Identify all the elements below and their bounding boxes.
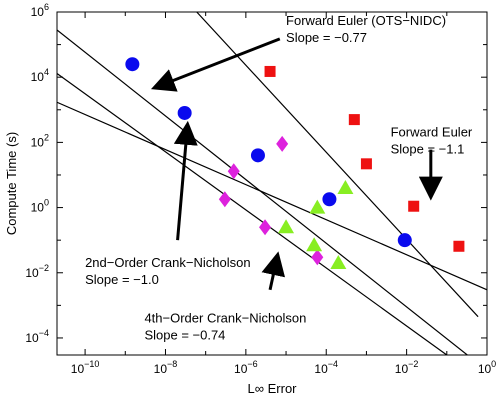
square-point bbox=[453, 240, 465, 252]
y-tick-label: 106 bbox=[31, 2, 49, 19]
annotation-2: Forward Euler Slope = −1.1 bbox=[391, 125, 473, 157]
x-axis-label: L∞ Error bbox=[248, 381, 298, 396]
fit-line-1 bbox=[57, 29, 469, 355]
annotation-line: 4th−Order Crank−Nicholson bbox=[144, 310, 306, 325]
annotation-arrow-1 bbox=[150, 37, 281, 92]
diamond-point bbox=[276, 135, 289, 152]
diamond-point bbox=[311, 249, 324, 266]
annotation-line: 2nd−Order Crank−Nicholson bbox=[85, 255, 250, 270]
y-axis-label: Compute Time (s) bbox=[4, 132, 19, 235]
square-point bbox=[408, 200, 420, 212]
y-tick-label: 10−2 bbox=[25, 263, 49, 280]
y-tick-label: 10−4 bbox=[25, 328, 49, 345]
circle-point bbox=[397, 233, 412, 248]
square-point bbox=[264, 65, 276, 77]
annotation-arrows bbox=[150, 37, 443, 291]
annotation-4: 4th−Order Crank−Nicholson Slope = −0.74 bbox=[144, 310, 306, 342]
y-tick-label: 104 bbox=[31, 67, 49, 84]
x-tick-label: 100 bbox=[478, 359, 496, 376]
fit-line-3 bbox=[57, 72, 448, 355]
y-tick-label: 100 bbox=[31, 198, 49, 215]
x-tick-label: 10−6 bbox=[234, 359, 258, 376]
triangle-point bbox=[337, 179, 354, 194]
annotation-line: Slope = −0.74 bbox=[144, 327, 225, 342]
y-tick-label: 102 bbox=[31, 132, 49, 149]
plot-frame bbox=[56, 11, 488, 356]
triangle-point bbox=[278, 219, 295, 234]
axis-ticks: 10−10 10−8 10−6 10−4 10−2 100 10−4 10−2 100 102 10… bbox=[25, 2, 496, 376]
x-tick-label: 10−10 bbox=[71, 359, 100, 376]
annotation-line: Slope = −1.0 bbox=[85, 272, 159, 287]
x-tick-label: 10−8 bbox=[154, 359, 178, 376]
circle-point bbox=[322, 192, 337, 207]
annotation-line: Forward Euler (OTS−NIDC) bbox=[286, 13, 446, 28]
square-point bbox=[360, 158, 372, 170]
annotation-1: Forward Euler (OTS−NIDC) Slope = −0.77 bbox=[286, 13, 446, 45]
annotation-line: Forward Euler bbox=[391, 125, 473, 140]
diamond-point bbox=[227, 163, 240, 180]
annotation-3: 2nd−Order Crank−Nicholson Slope = −1.0 bbox=[85, 255, 250, 287]
annotation-line: Slope = −0.77 bbox=[286, 30, 367, 45]
circle-point bbox=[125, 57, 140, 72]
triangle-point bbox=[330, 254, 347, 269]
triangle-point bbox=[306, 237, 323, 252]
fit-lines bbox=[57, 12, 487, 355]
fit-line-2 bbox=[196, 12, 479, 318]
annotation-arrow-3 bbox=[173, 120, 198, 241]
circle-point bbox=[177, 105, 192, 120]
annotations: Forward Euler (OTS−NIDC) Slope = −0.77For… bbox=[85, 13, 473, 342]
fit-line-4 bbox=[57, 101, 487, 291]
triangle-point bbox=[309, 199, 326, 214]
annotation-arrow-4 bbox=[261, 251, 286, 291]
annotation-line: Slope = −1.1 bbox=[391, 142, 465, 157]
diamond-point bbox=[259, 219, 272, 236]
square-point bbox=[348, 114, 360, 126]
circle-point bbox=[250, 148, 265, 163]
x-tick-label: 10−2 bbox=[395, 359, 419, 376]
diamond-point bbox=[218, 191, 231, 208]
x-tick-label: 10−4 bbox=[314, 359, 338, 376]
data-points bbox=[125, 57, 465, 269]
